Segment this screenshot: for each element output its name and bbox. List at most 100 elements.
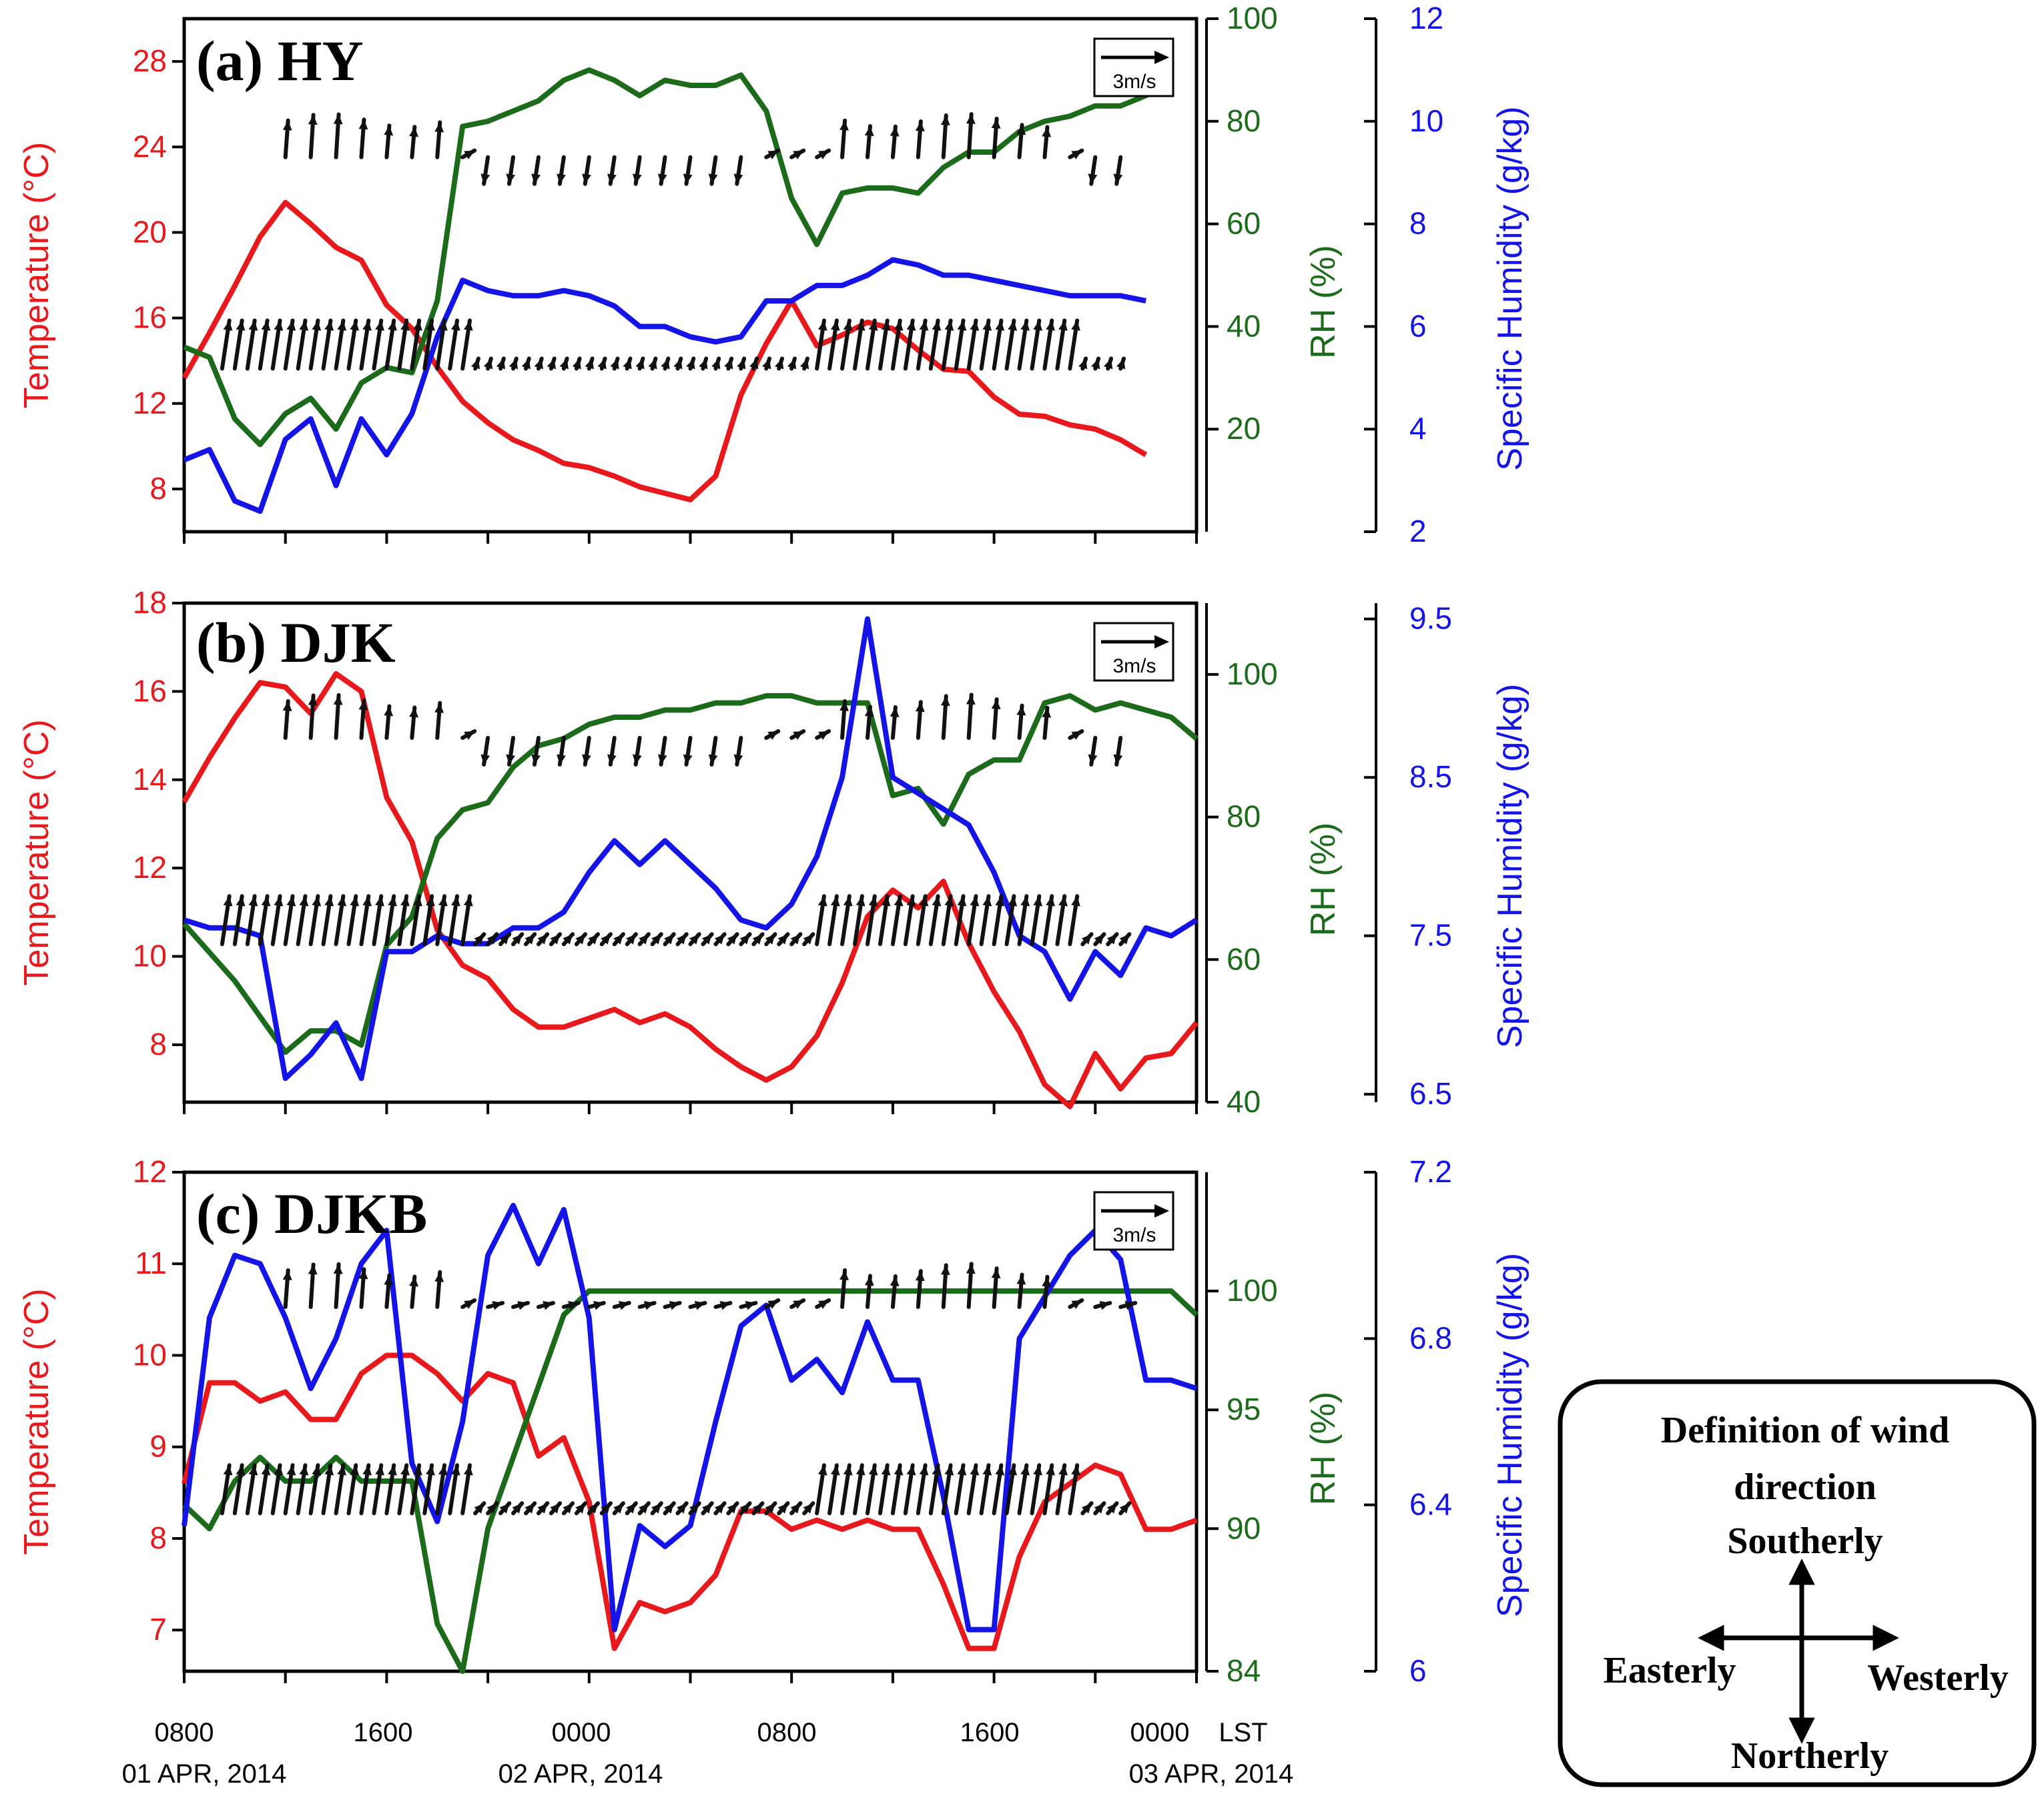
wind-arrow-lower-head [426,896,435,907]
wind-arrow-lower-head [613,1503,623,1514]
wind-arrow-lower-head [803,1503,813,1514]
wind-arrow-upper-head [991,118,1001,129]
wind-arrow-upper-head [464,150,475,159]
wind-arrow-upper-head [733,173,743,184]
wind-arrow-lower-head [413,1465,422,1476]
wind-arrow-lower-head [932,320,942,331]
rh-series-line [182,1288,1199,1674]
wind-arrow-lower-head [559,358,569,370]
q-tick-label: 6.8 [1409,1320,1452,1355]
wind-arrow-lower-head [299,896,309,907]
temp-tick-label: 20 [133,214,167,249]
x-tick-label: 0000 [552,1718,611,1747]
wind-arrow-lower-head [486,934,497,945]
wind-arrow-upper-head [1088,754,1098,765]
wind-arrow-upper-head [1099,1301,1110,1310]
wind-arrow-lower-head [752,1503,763,1514]
wind-arrow-upper-head [991,699,1001,710]
rh-tick-label: 60 [1227,206,1261,241]
wind-arrow-upper-head [333,695,343,705]
wind-arrow-lower-head [601,934,611,945]
wind-arrow-lower-head [765,934,775,945]
wind-arrow-lower-head [1058,896,1068,907]
wind-arrow-upper-head [358,700,368,711]
wind-arrow-lower-head [483,358,493,370]
x-date-label: 02 APR, 2014 [498,1759,663,1789]
wind-arrow-lower-head [388,320,397,331]
wind-arrow-upper-head [282,701,292,711]
wind-arrow-lower-head [919,896,929,907]
wind-arrow-lower-head [944,320,954,331]
wind-arrow-lower-head [1020,896,1030,907]
wind-arrow-upper-head [308,695,318,706]
wind-arrow-lower-head [1116,358,1126,370]
wind-arrow-lower-head [1046,320,1055,331]
wind-arrow-lower-head [714,934,725,945]
wind-arrow-lower-head [426,1465,435,1476]
wind-arrow-upper-head [464,1300,475,1310]
wind-arrow-lower-head [1071,896,1080,907]
wind-arrow-upper-head [643,1301,655,1310]
wind-arrow-upper-head [793,731,804,741]
wind-arrow-lower-head [711,358,721,370]
wind-arrow-lower-head [970,320,980,331]
wind-arrow-lower-head [537,1503,548,1514]
wind-arrow-upper-head [1113,173,1123,184]
q-axis-label: Specific Humidity (g/kg) [1491,106,1529,470]
wind-arrow-lower-head [1106,934,1117,945]
wind-arrow-lower-head [817,320,827,331]
wind-arrow-lower-head [350,320,360,331]
temp-tick-label: 12 [133,386,167,420]
wind-arrow-upper-head [1042,127,1052,137]
x-axis-labels: 0800 1600 0000 0800 1600 0000 LST 01 APR… [122,1718,1294,1789]
wind-arrow-lower-head [375,1465,384,1476]
wind-arrow-lower-head [1094,934,1104,945]
wind-arrow-upper-head [915,1271,925,1282]
reference-vector-label: 3m/s [1112,1224,1156,1246]
wind-arrow-lower-head [563,1503,573,1514]
q-tick-label: 2 [1409,514,1427,548]
wind-arrow-upper-head [1042,707,1052,718]
temp-tick-label: 11 [135,1246,167,1280]
wind-arrow-lower-head [982,320,992,331]
x-tick-label: 0000 [1130,1718,1190,1747]
wind-arrow-lower-head [689,1503,699,1514]
wind-arrow-lower-head [843,896,853,907]
wind-arrow-upper-head [818,1300,829,1310]
wind-arrow-lower-head [623,358,632,370]
wind-arrow-lower-head [550,934,561,945]
wind-arrow-upper-head [492,1301,503,1310]
wind-arrow-lower-head [724,358,733,370]
reference-vector: 3m/s [1093,37,1174,97]
wind-arrow-upper-head [940,1265,950,1276]
plot-frame [182,17,1199,534]
wind-arrow-lower-head [286,320,296,331]
wind-arrow-lower-head [248,320,258,331]
wind-arrow-upper-head [767,731,779,741]
wind-arrow-lower-head [1020,1465,1030,1476]
wind-vectors [220,693,1132,947]
wind-arrow-lower-head [799,358,809,370]
wind-arrow-upper-head [818,150,829,159]
wind-arrow-lower-head [957,896,967,907]
wind-arrow-upper-head [839,701,849,711]
rh-tick-label: 100 [1227,1273,1278,1308]
wind-arrow-lower-head [248,1465,258,1476]
wind-arrow-upper-head [708,754,718,765]
reference-vector-label: 3m/s [1112,655,1156,677]
wind-arrow-lower-head [639,934,649,945]
wind-arrow-lower-head [572,358,581,370]
wind-arrow-upper-head [745,1301,756,1310]
wind-arrow-upper-head [940,696,950,707]
wind-arrow-lower-head [995,1465,1005,1476]
wind-arrow-lower-head [362,1465,372,1476]
wind-arrow-lower-head [474,1503,484,1514]
q-tick-label: 4 [1409,411,1427,446]
wind-arrow-lower-head [982,896,992,907]
wind-arrow-lower-head [881,896,891,907]
legend-title-line1: Definition of wind [1661,1410,1950,1451]
wind-arrow-lower-head [588,934,598,945]
wind-arrow-lower-head [499,934,510,945]
wind-arrow-lower-head [1046,1465,1055,1476]
